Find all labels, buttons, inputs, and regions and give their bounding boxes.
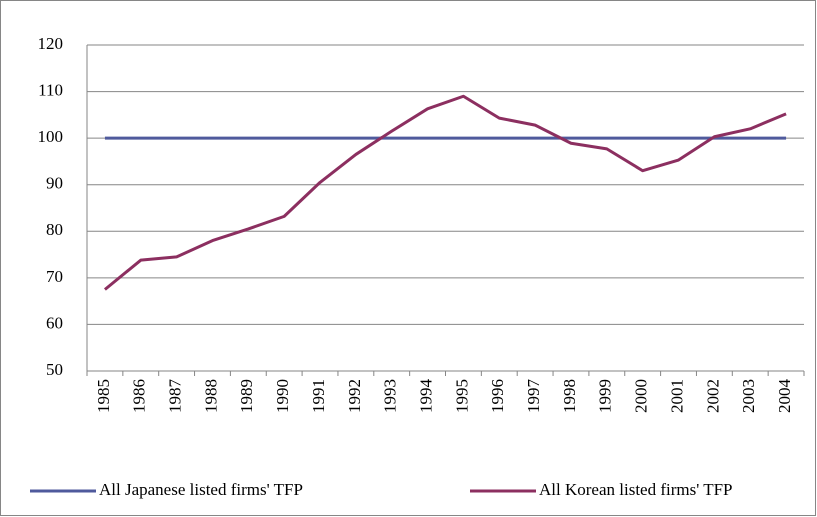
x-tick-label: 1992 xyxy=(345,379,364,413)
x-tick-label: 1998 xyxy=(560,379,579,413)
x-tick-label: 1994 xyxy=(416,379,435,414)
x-tick-label: 2000 xyxy=(632,379,651,413)
x-tick-label: 1987 xyxy=(166,379,185,414)
x-tick-label: 1988 xyxy=(201,379,220,413)
x-tick-label: 2001 xyxy=(667,379,686,413)
x-tick-label: 1991 xyxy=(309,379,328,413)
legend-label: All Korean listed firms' TFP xyxy=(539,480,733,499)
x-tick-label: 1997 xyxy=(524,379,543,414)
y-tick-label: 110 xyxy=(38,80,63,99)
x-tick-label: 2002 xyxy=(703,379,722,413)
series-line xyxy=(103,94,787,291)
x-tick-label: 1993 xyxy=(381,379,400,413)
y-tick-label: 90 xyxy=(46,174,63,193)
y-tick-label: 80 xyxy=(46,220,63,239)
x-tick-label: 1986 xyxy=(130,379,149,413)
y-tick-label: 50 xyxy=(46,360,63,379)
legend-label: All Japanese listed firms' TFP xyxy=(99,480,303,499)
x-tick-label: 2003 xyxy=(739,379,758,413)
y-tick-label: 120 xyxy=(38,34,64,53)
x-tick-label: 1990 xyxy=(273,379,292,413)
x-tick-label: 1989 xyxy=(237,379,256,413)
x-tick-label: 1985 xyxy=(94,379,113,413)
y-tick-label: 60 xyxy=(46,313,63,332)
x-tick-label: 1996 xyxy=(488,379,507,413)
x-tick-label: 2004 xyxy=(775,379,794,414)
y-tick-label: 100 xyxy=(38,127,64,146)
y-tick-label: 70 xyxy=(46,267,63,286)
x-tick-label: 1999 xyxy=(596,379,615,413)
x-tick-label: 1995 xyxy=(452,379,471,413)
